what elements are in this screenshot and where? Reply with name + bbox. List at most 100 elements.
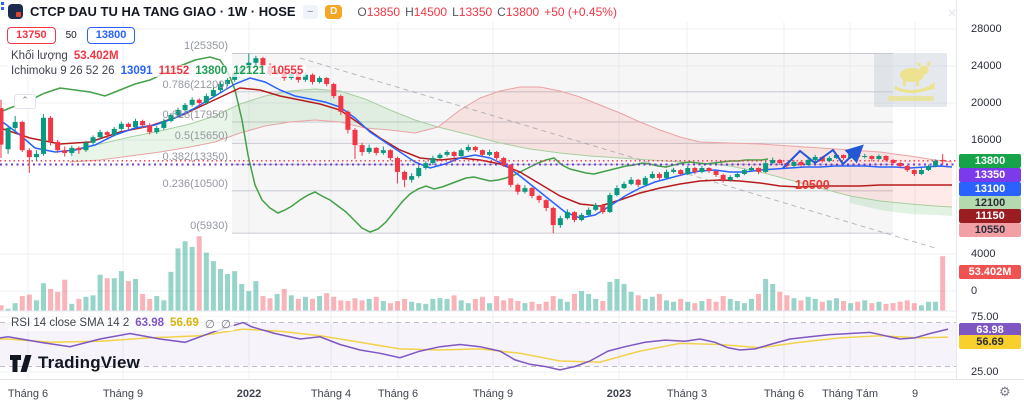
volume-bar: [394, 301, 400, 311]
volume-bar: [692, 303, 698, 311]
volume-bar: [40, 283, 46, 311]
price-axis-badge: 56.69: [959, 335, 1021, 349]
candle-body: [97, 132, 103, 138]
volume-bar: [274, 293, 280, 311]
candle-body: [564, 212, 570, 219]
rsi-legend-row[interactable]: RSI 14 close SMA 14 2 63.98 56.69 ∅ ∅: [8, 317, 234, 331]
trend-dashed-line[interactable]: [299, 57, 936, 249]
volume-bar: [0, 305, 4, 311]
candle-body: [869, 156, 875, 160]
volume-bar: [614, 278, 620, 311]
candle-body: [713, 170, 719, 175]
candle-body: [940, 159, 946, 161]
volume-bar: [345, 301, 351, 311]
time-axis[interactable]: Tháng 6 Tháng 9 2022 Tháng 4 Tháng 6 Tháng 9 2…: [0, 379, 1024, 409]
time-axis-tick: 9: [911, 388, 919, 400]
volume-bar: [819, 301, 825, 311]
volume-bar: [147, 298, 153, 311]
candle-body: [423, 163, 429, 168]
tradingview-logo[interactable]: TradingView: [10, 353, 140, 373]
volume-bar: [784, 295, 790, 311]
volume-bar: [529, 301, 535, 311]
candle-body: [430, 158, 436, 164]
volume-bar: [911, 303, 917, 311]
quantity-field[interactable]: 50: [63, 30, 79, 41]
volume-bar: [543, 301, 549, 311]
volume-bar: [19, 296, 25, 311]
volume-bar: [83, 296, 89, 311]
volume-bar: [217, 269, 223, 311]
buy-price-button[interactable]: 13800: [86, 27, 136, 44]
drag-handle-dots[interactable]: [1, 2, 4, 10]
close-icon[interactable]: ✕: [947, 6, 958, 20]
volume-bar: [380, 301, 386, 311]
volume-bar: [430, 298, 436, 311]
candle-body: [515, 184, 521, 192]
candle-body: [925, 165, 931, 171]
fib-label-05[interactable]: 0.5(15650): [174, 130, 228, 142]
volume-bar: [812, 298, 818, 311]
volume-bar: [741, 303, 747, 311]
volume-bar: [933, 301, 939, 311]
candle-body: [387, 150, 393, 159]
legend-collapse-button[interactable]: ⌃: [14, 94, 36, 109]
volume-bar: [805, 296, 811, 311]
volume-bar: [182, 241, 188, 311]
sell-price-button[interactable]: 13750: [7, 27, 56, 44]
volume-bar: [416, 303, 422, 311]
fib-label-0382[interactable]: 0.382(13350): [162, 151, 228, 163]
candle-body: [876, 156, 882, 160]
axis-settings-gear-icon[interactable]: ⚙: [999, 384, 1011, 399]
volume-legend-row[interactable]: Khối lượng 53.402M: [8, 50, 122, 62]
volume-bar: [777, 291, 783, 311]
volume-bar: [876, 301, 882, 311]
candle-body: [770, 159, 776, 164]
fib-label-0[interactable]: 0(5930): [190, 220, 228, 232]
volume-bar: [890, 303, 896, 311]
fib-label-0236[interactable]: 0.236(10500): [162, 178, 228, 190]
volume-bar: [841, 301, 847, 311]
price-axis-tick: 0: [971, 285, 978, 297]
price-axis[interactable]: 28000 24000 20000 16000 4000 0 75.00 25.00 13800…: [956, 0, 1024, 380]
candle-body: [607, 195, 613, 213]
projection-arrow[interactable]: [782, 144, 864, 169]
fib-label-1[interactable]: 1(25350): [183, 40, 228, 52]
volume-bar: [196, 236, 202, 311]
candle-body: [685, 167, 691, 174]
fib-label-0786[interactable]: 0.786(21200): [162, 79, 228, 91]
volume-bar: [359, 300, 365, 311]
candle-body: [302, 74, 308, 80]
senkou-a-line: [69, 88, 953, 208]
candle-body: [692, 167, 698, 172]
price-drawing-label[interactable]: 10500: [795, 178, 830, 192]
candle-body: [402, 171, 408, 180]
candle-body: [593, 205, 599, 210]
candle-body: [40, 117, 46, 154]
low-label: L: [452, 4, 459, 19]
candle-body: [805, 159, 811, 165]
low-value: 13350: [458, 4, 493, 19]
volume-bar: [833, 298, 839, 311]
open-value: 13850: [366, 4, 401, 19]
ichimoku-legend-row[interactable]: Ichimoku 9 26 52 26 13091 11152 13800 12…: [8, 65, 307, 77]
fib-label-0618[interactable]: 0.618(17950): [162, 109, 228, 121]
volume-bar: [925, 301, 931, 311]
time-axis-tick: 2022: [236, 388, 262, 400]
candle-body: [69, 147, 75, 153]
candle-body: [918, 170, 924, 174]
symbol-title[interactable]: CTCP DAU TU HA TANG GIAO · 1W · HOSE: [30, 4, 296, 19]
volume-bar: [734, 301, 740, 311]
candle-body: [62, 150, 68, 153]
price-axis-badge: 10550: [959, 223, 1021, 237]
price-axis-tick: 24000: [971, 60, 1002, 72]
volume-bar: [649, 296, 655, 311]
volume-bar: [203, 252, 209, 311]
legend-collapse-pill[interactable]: –: [302, 4, 319, 19]
main-chart-canvas[interactable]: [0, 0, 956, 379]
volume-bar: [522, 303, 528, 311]
timeframe-badge[interactable]: D: [325, 4, 343, 19]
candle-body: [90, 137, 96, 143]
price-axis-badge: 63.98: [959, 323, 1021, 337]
volume-bar: [798, 300, 804, 311]
volume-bar: [487, 303, 493, 311]
